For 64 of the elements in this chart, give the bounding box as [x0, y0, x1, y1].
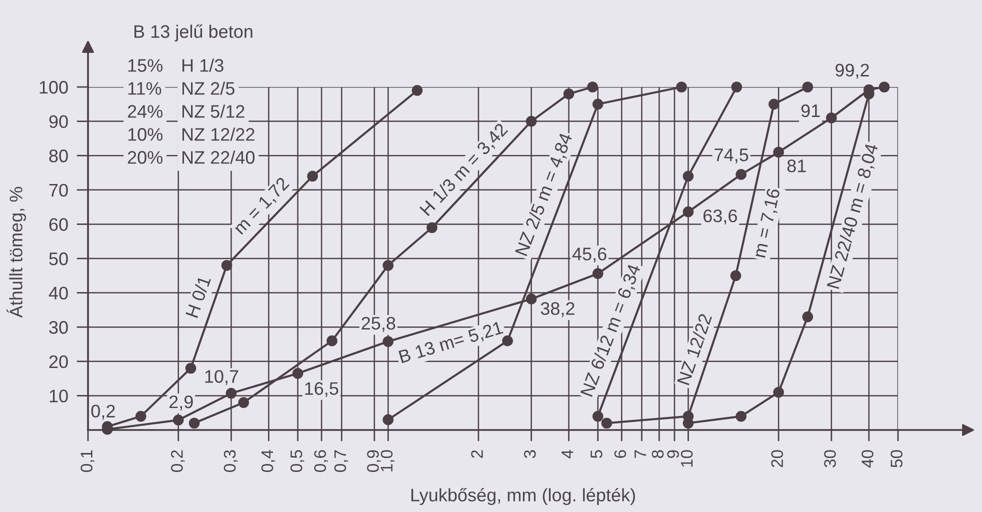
y-tick-label: 60 — [49, 218, 68, 231]
data-label: 0,2 — [91, 404, 115, 420]
x-tick-label: 0,9 — [367, 450, 381, 472]
y-tick-label: 30 — [49, 321, 68, 334]
x-axis-title: Lyukbőség, mm (log. lépték) — [411, 488, 635, 506]
x-tick-label: 0,7 — [334, 450, 348, 472]
text: NZ 2/5 m = 4,84 — [515, 132, 572, 256]
y-tick-label: 40 — [48, 286, 68, 300]
data-label: 91 — [801, 104, 820, 118]
x-tick-label: 3 — [524, 450, 536, 458]
x-tick-label: 0,6 — [314, 450, 328, 472]
data-label: 45,6 — [572, 248, 606, 263]
data-label: 63,6 — [704, 209, 737, 224]
data-label: 38,2 — [540, 302, 574, 318]
x-tick-label: 9 — [667, 450, 679, 458]
data-label: 81 — [787, 160, 806, 172]
x-tick-label: 0,2 — [171, 450, 185, 472]
x-tick-label: 0,5 — [290, 450, 304, 472]
y-tick-label: 100 — [40, 80, 68, 94]
text: NZ 12/22 — [676, 312, 712, 386]
data-label: 25,8 — [362, 316, 396, 332]
x-tick-label: 5 — [590, 450, 602, 458]
y-axis-title: Áthullt tömeg, % — [6, 186, 26, 318]
annotation: 11% — [128, 82, 162, 95]
annotation: NZ 12/22 — [182, 128, 254, 141]
x-tick-label: 30 — [824, 450, 836, 468]
text: B 13 m= 5,21 — [398, 320, 504, 366]
data-label: 99,2 — [836, 64, 869, 79]
x-tick-label: 0,1 — [80, 450, 94, 472]
annotation: NZ 2/5 — [182, 82, 234, 95]
y-tick-label: 10 — [50, 390, 68, 402]
text: NZ 22/40 m = 8,04 — [826, 142, 880, 290]
x-tick-label: 50 — [890, 450, 902, 468]
x-tick-label: 1,0 — [380, 450, 395, 472]
y-tick-label: 90 — [49, 115, 68, 128]
x-tick-label: 40 — [862, 450, 874, 468]
data-label: 74,5 — [714, 148, 748, 164]
x-tick-label: 20 — [771, 450, 784, 468]
y-tick-label: 50 — [49, 252, 68, 266]
x-tick-label: 4 — [562, 450, 574, 458]
x-tick-label: 7 — [634, 450, 646, 458]
data-label: 10,7 — [205, 370, 238, 385]
data-label: 16,5 — [305, 382, 338, 398]
x-tick-label: 8 — [652, 450, 664, 458]
y-tick-label: 70 — [49, 184, 68, 197]
y-tick-label: 20 — [49, 355, 68, 368]
y-tick-label: 80 — [49, 150, 68, 162]
x-tick-label: 0,4 — [261, 450, 276, 472]
text: NZ 6/12 m = 6,34 — [580, 263, 643, 398]
text: H 1/3 — [182, 58, 224, 72]
x-tick-label: 0,3 — [224, 450, 238, 472]
annotation: 20% — [128, 151, 162, 164]
annotation: NZ 22/40 — [182, 150, 255, 164]
x-tick-label: 2 — [471, 450, 483, 458]
annotation: 10% — [128, 128, 162, 141]
annotation: NZ 5/12 — [182, 104, 244, 118]
text: 15% — [128, 59, 162, 72]
text: H 0/1 — [185, 275, 212, 318]
text: B 13 jelű beton — [134, 24, 252, 42]
annotation: m = 7,16 — [752, 188, 782, 258]
x-tick-label: 10 — [680, 450, 693, 467]
annotation: 24% — [128, 105, 162, 118]
data-label: 2,9 — [169, 395, 193, 410]
x-tick-label: 6 — [614, 450, 626, 458]
